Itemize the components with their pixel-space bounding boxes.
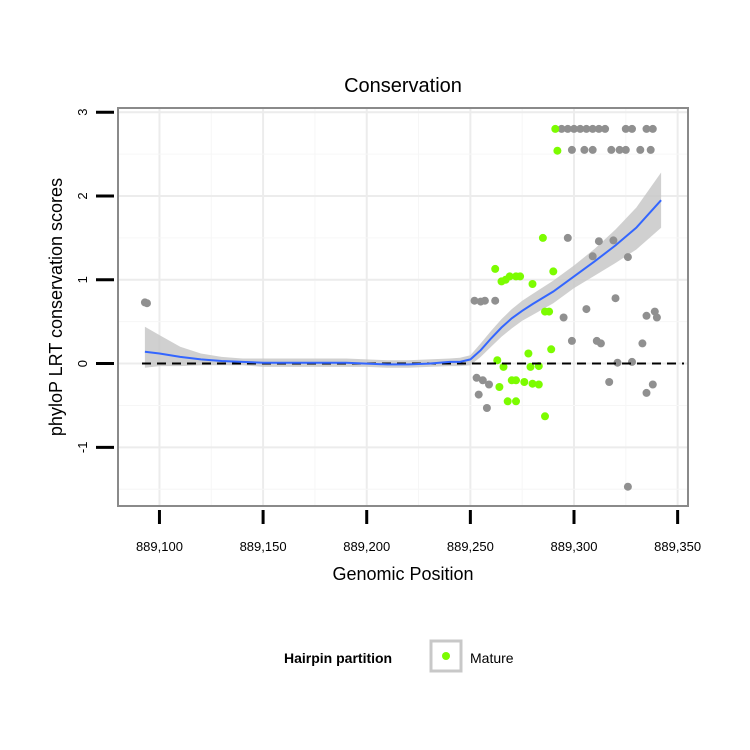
x-tick-label: 889,300 bbox=[551, 539, 598, 554]
legend-title: Hairpin partition bbox=[284, 650, 392, 666]
mature-point bbox=[495, 383, 504, 391]
data-point bbox=[646, 145, 655, 154]
mature-point bbox=[551, 124, 560, 133]
data-point bbox=[638, 339, 647, 348]
mature-point bbox=[516, 272, 525, 281]
data-point bbox=[563, 233, 572, 242]
data-point bbox=[609, 236, 618, 245]
mature-point bbox=[512, 376, 520, 385]
x-tick-label: 889,150 bbox=[240, 539, 287, 554]
mature-point bbox=[549, 267, 558, 276]
data-point bbox=[143, 299, 151, 308]
data-point bbox=[623, 482, 632, 491]
data-point bbox=[628, 124, 636, 133]
data-point bbox=[642, 388, 651, 397]
mature-point bbox=[499, 362, 508, 371]
data-point bbox=[642, 311, 651, 320]
data-point bbox=[485, 380, 493, 389]
mature-point bbox=[491, 264, 500, 273]
data-point bbox=[607, 145, 616, 154]
x-axis: 889,100 889,150 889,200 889,250 889,300 889,3… bbox=[136, 510, 701, 554]
mature-point bbox=[553, 146, 562, 155]
data-point bbox=[567, 145, 576, 154]
data-point bbox=[621, 145, 630, 154]
data-point bbox=[563, 124, 572, 133]
grid-lines bbox=[118, 108, 688, 506]
mature-point bbox=[505, 272, 514, 281]
data-point bbox=[611, 294, 620, 303]
data-point bbox=[557, 124, 566, 133]
data-point bbox=[588, 124, 597, 133]
data-point bbox=[480, 296, 489, 305]
mature-point bbox=[526, 362, 535, 371]
data-point bbox=[582, 305, 591, 314]
data-point bbox=[576, 124, 585, 133]
data-point bbox=[594, 237, 603, 246]
y-tick-label: 0 bbox=[75, 360, 90, 367]
data-point bbox=[615, 145, 624, 154]
x-axis-title: Genomic Position bbox=[332, 564, 473, 584]
data-point bbox=[623, 253, 632, 262]
legend-key-mature-dot bbox=[442, 652, 450, 660]
plot-panel-border bbox=[117, 107, 689, 507]
y-tick-label: 3 bbox=[75, 109, 90, 116]
y-tick-label: 1 bbox=[75, 276, 90, 283]
mature-point bbox=[538, 233, 547, 242]
data-point bbox=[594, 124, 603, 133]
data-point bbox=[588, 252, 597, 261]
data-point bbox=[491, 296, 500, 305]
smooth-line bbox=[144, 199, 662, 366]
data-point bbox=[472, 373, 481, 382]
data-point bbox=[642, 124, 651, 133]
x-tick-label: 889,250 bbox=[447, 539, 494, 554]
data-point bbox=[588, 145, 597, 154]
y-axis: -1 0 1 2 3 bbox=[75, 109, 114, 453]
data-point bbox=[596, 339, 605, 348]
x-tick-label: 889,350 bbox=[654, 539, 701, 554]
mature-point bbox=[541, 412, 549, 421]
data-point bbox=[559, 313, 568, 322]
x-tick-label: 889,200 bbox=[343, 539, 390, 554]
legend-label-mature: Mature bbox=[470, 650, 514, 666]
data-point bbox=[636, 145, 645, 154]
data-point bbox=[652, 313, 661, 322]
data-point bbox=[621, 124, 630, 133]
chart-title: Conservation bbox=[344, 75, 462, 97]
data-point bbox=[582, 124, 591, 133]
data-points-layer bbox=[140, 124, 661, 491]
mature-point bbox=[493, 356, 502, 365]
mature-point bbox=[524, 349, 533, 358]
data-point bbox=[605, 378, 614, 386]
mature-point bbox=[503, 397, 512, 406]
mature-point bbox=[528, 379, 537, 388]
data-point bbox=[580, 145, 589, 154]
mature-point bbox=[545, 307, 554, 316]
mature-point bbox=[528, 280, 537, 288]
data-point bbox=[613, 358, 622, 367]
data-point bbox=[567, 336, 576, 345]
y-tick-label: -1 bbox=[75, 442, 90, 454]
mature-point bbox=[520, 378, 529, 386]
data-point bbox=[601, 124, 610, 133]
data-point bbox=[648, 380, 657, 389]
data-point bbox=[628, 357, 636, 366]
legend: Hairpin partition Mature bbox=[284, 639, 514, 673]
data-point bbox=[482, 404, 491, 412]
data-point bbox=[570, 124, 578, 133]
data-point bbox=[478, 376, 487, 385]
data-point bbox=[648, 124, 657, 133]
mature-point bbox=[547, 345, 556, 354]
smooth-line-layer bbox=[144, 199, 662, 366]
data-point bbox=[474, 390, 483, 399]
y-tick-label: 2 bbox=[75, 192, 90, 199]
mature-point bbox=[534, 380, 543, 389]
y-axis-title: phyloP LRT conservation scores bbox=[46, 178, 66, 436]
mature-point bbox=[512, 397, 520, 406]
data-point bbox=[470, 296, 479, 305]
x-tick-label: 889,100 bbox=[136, 539, 183, 554]
